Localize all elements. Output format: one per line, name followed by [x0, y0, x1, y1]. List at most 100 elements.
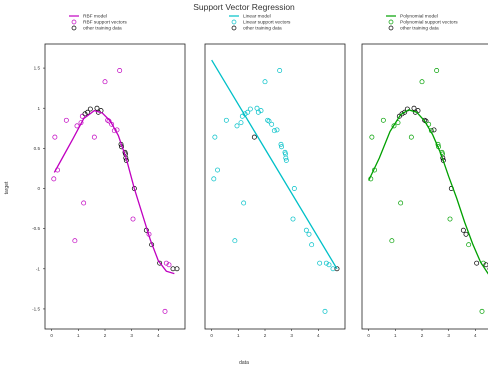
support-vector-point [63, 117, 69, 123]
support-vector-point [215, 167, 220, 173]
support-vector-point [211, 176, 217, 182]
x-tick-label: 4 [317, 333, 320, 338]
training-point [85, 109, 91, 115]
support-vector-point [398, 200, 404, 206]
support-vector-point [247, 106, 253, 112]
training-point [463, 231, 469, 237]
support-vector-point [163, 260, 169, 266]
legend-model-label: RBF model [83, 14, 107, 20]
support-vector-point [419, 79, 425, 85]
legend-sv-label: Linear support vectors [243, 20, 291, 26]
support-vector-point [479, 308, 485, 314]
support-vector-point [330, 266, 336, 272]
model-line [53, 109, 175, 275]
support-vector-point [277, 68, 283, 73]
legend-other-swatch [231, 25, 237, 31]
training-point [431, 127, 437, 133]
training-point [251, 134, 257, 140]
support-vector-point [447, 216, 453, 222]
training-point [460, 227, 466, 233]
support-vector-point [269, 121, 275, 127]
y-axis-label: target [4, 181, 10, 194]
x-tick-label: 0 [210, 333, 213, 338]
training-point [174, 266, 180, 272]
support-vector-point [266, 118, 272, 124]
legend-sv-label: Polynomial support vectors [400, 20, 458, 26]
support-vector-point [245, 109, 251, 115]
legend-other-label: other training data [400, 26, 439, 32]
support-vector-point [254, 105, 260, 111]
y-tick-label: 1 [37, 106, 40, 111]
x-tick-label: 2 [264, 333, 267, 338]
plot-frame [361, 43, 488, 330]
legend-sv-label: RBF support vectors [83, 20, 127, 26]
legend-model-label: Linear model [243, 14, 271, 20]
training-point [170, 266, 176, 272]
support-vector-point [271, 128, 277, 134]
legend-sv-swatch [231, 19, 237, 25]
chart-title: Support Vector Regression [193, 2, 295, 12]
legend-other-label: other training data [83, 26, 122, 32]
support-vector-point [51, 176, 57, 182]
support-vector-point [389, 238, 395, 244]
support-vector-point [52, 134, 58, 140]
support-vector-point [326, 262, 332, 268]
support-vector-point [262, 79, 268, 85]
y-tick-label: -0.5 [32, 226, 40, 231]
support-vector-point [278, 141, 284, 147]
x-tick-label: 3 [290, 333, 293, 338]
support-vector-point [380, 117, 386, 123]
legend-sv-swatch [388, 19, 394, 25]
y-tick-label: 1.5 [34, 66, 41, 71]
x-tick-label: 1 [394, 333, 397, 338]
legend-other-label: other training data [243, 26, 282, 32]
x-tick-label: 0 [367, 333, 370, 338]
support-vector-point [130, 216, 136, 222]
support-vector-point [234, 123, 240, 129]
support-vector-point [309, 242, 315, 248]
x-axis-label: data [239, 360, 249, 366]
x-tick-label: 4 [474, 333, 477, 338]
x-tick-label: 1 [77, 333, 80, 338]
support-vector-point [274, 127, 280, 133]
support-vector-point [291, 186, 297, 191]
support-vector-point [391, 123, 397, 129]
legend-other-swatch [388, 25, 394, 31]
support-vector-point [434, 68, 440, 73]
training-point [402, 109, 408, 115]
support-vector-point [255, 109, 261, 115]
support-vector-point [322, 308, 328, 314]
support-vector-point [408, 134, 414, 140]
support-vector-point [166, 262, 172, 268]
support-vector-point [162, 308, 168, 314]
training-point [399, 111, 405, 117]
y-tick-label: -1 [36, 266, 41, 271]
support-vector-point [238, 120, 244, 126]
plot-frame [44, 43, 186, 330]
support-vector-point [79, 113, 85, 119]
model-line [211, 59, 338, 270]
legend-sv-swatch [71, 19, 77, 25]
support-vector-point [466, 242, 472, 248]
y-tick-label: -1.5 [32, 307, 40, 312]
model-line [368, 109, 488, 275]
support-vector-point [91, 134, 97, 140]
support-vector-point [258, 108, 264, 114]
x-tick-label: 0 [50, 333, 53, 338]
training-point [82, 111, 88, 117]
legend-other-swatch [71, 25, 77, 31]
support-vector-point [283, 157, 289, 163]
y-tick-label: 0 [37, 186, 40, 191]
support-vector-point [117, 68, 123, 73]
training-point [87, 106, 93, 112]
y-tick-label: 0.5 [34, 146, 41, 151]
training-point [334, 266, 340, 272]
training-point [483, 262, 488, 268]
x-tick-label: 4 [157, 333, 160, 338]
support-vector-point [232, 238, 238, 244]
training-point [411, 105, 417, 111]
training-point [415, 108, 421, 114]
support-vector-point [303, 227, 309, 233]
